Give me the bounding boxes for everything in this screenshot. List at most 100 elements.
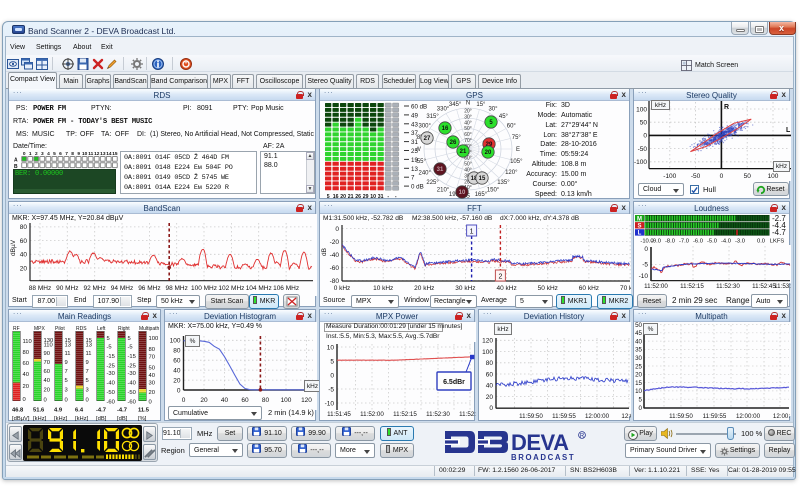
svg-text:20: 20 [20,265,28,272]
svg-text:80: 80 [23,350,29,356]
svg-text:20: 20 [340,194,346,200]
svg-text:5: 5 [489,120,493,126]
svg-text:dBµV: dBµV [10,239,17,256]
svg-text:5: 5 [327,194,330,200]
svg-text:10: 10 [635,388,642,395]
svg-text:40: 40 [173,367,181,374]
svg-text:20: 20 [485,150,492,156]
svg-text:B: B [14,164,18,169]
svg-text:-9.0: -9.0 [651,239,661,245]
svg-text:-50: -50 [128,390,136,396]
svg-text:15: 15 [635,380,642,387]
svg-text:Multipath: Multipath [139,326,160,332]
svg-text:315°: 315° [426,114,439,120]
svg-text:195°: 195° [449,192,462,198]
svg-text:150°: 150° [487,187,500,193]
svg-text:11:52:00: 11:52:00 [360,411,384,418]
svg-text:10: 10 [327,344,335,351]
svg-text:21: 21 [348,194,354,200]
svg-text:0 dB: 0 dB [411,184,424,191]
svg-text:-: - [387,194,389,200]
svg-text:9: 9 [65,360,68,366]
svg-text:40°: 40° [464,120,472,126]
svg-text:12:00:00: 12:00:00 [736,413,761,420]
svg-text:18: 18 [471,176,478,182]
svg-text:11:53:00: 11:53:00 [774,283,791,290]
svg-text:49: 49 [411,112,418,119]
svg-text:50: 50 [744,173,752,180]
svg-text:-4.7: -4.7 [117,408,127,414]
svg-text:-50: -50 [691,173,701,180]
svg-text:12:00:: 12:00: [773,413,790,420]
svg-text:-7.0: -7.0 [679,239,689,245]
svg-text:100: 100 [636,106,647,113]
svg-text:MPX: MPX [34,326,46,332]
svg-text:-100: -100 [634,159,647,166]
svg-text:40: 40 [44,378,50,384]
svg-text:-4.7: -4.7 [96,408,106,414]
svg-text:A: A [14,158,18,164]
svg-text:60 kHz: 60 kHz [579,285,599,292]
svg-text:40 kHz: 40 kHz [496,285,516,292]
svg-text:29: 29 [486,142,493,148]
svg-text:50: 50 [640,120,648,127]
svg-text:0 kHz: 0 kHz [334,285,351,292]
svg-text:240°: 240° [418,170,431,176]
svg-text:43: 43 [411,121,418,128]
svg-text:20: 20 [173,377,181,384]
svg-text:88 MHz: 88 MHz [29,285,51,292]
svg-text:60: 60 [44,369,50,375]
svg-text:0: 0 [644,246,648,253]
svg-text:40: 40 [23,372,29,378]
svg-text:50°: 50° [464,162,472,168]
svg-text:40: 40 [149,373,155,379]
svg-text:20: 20 [44,387,50,393]
svg-text:100: 100 [482,349,493,356]
svg-text:7: 7 [65,369,68,375]
svg-text:S: S [637,224,641,230]
svg-text:70: 70 [44,360,50,366]
svg-text:0: 0 [86,398,89,404]
svg-text:N: N [466,101,470,107]
svg-text:11:59:50: 11:59:50 [669,413,693,420]
svg-text:7: 7 [86,369,89,375]
svg-text:60°: 60° [507,124,517,130]
svg-text:25: 25 [635,363,642,370]
svg-text:10: 10 [82,151,88,157]
svg-text:-20: -20 [330,239,340,246]
svg-text:0: 0 [643,133,647,140]
svg-text:Left: Left [97,326,106,332]
svg-text:11:52:00: 11:52:00 [644,283,668,290]
svg-text:DEVA: DEVA [511,430,569,455]
svg-text:20: 20 [149,390,155,396]
svg-text:20 kHz: 20 kHz [414,285,434,292]
svg-text:LKFS: LKFS [770,239,785,245]
svg-text:50 kHz: 50 kHz [538,285,558,292]
svg-text:60: 60 [23,361,29,367]
svg-text:60 dB: 60 dB [411,104,427,111]
svg-text:2: 2 [498,274,502,281]
svg-text:104 MHz: 104 MHz [246,285,272,292]
svg-text:-5: -5 [642,262,648,269]
svg-text:70°: 70° [464,138,472,144]
svg-text:-80: -80 [330,278,340,285]
svg-text:30°: 30° [464,114,472,120]
svg-text:-25: -25 [107,364,115,370]
svg-text:300°: 300° [418,124,431,130]
svg-text:dB: dB [321,248,328,256]
svg-text:5: 5 [128,336,131,342]
svg-text:31: 31 [411,139,418,146]
svg-text:60: 60 [20,238,28,245]
svg-text:S: S [466,194,470,200]
svg-text:5: 5 [107,336,110,342]
svg-text:255°: 255° [416,159,426,165]
svg-text:11:59:50: 11:59:50 [519,413,543,420]
svg-text:11: 11 [86,351,92,357]
svg-text:11:52:45: 11:52:45 [752,283,776,290]
svg-text:[kHz]: [kHz] [33,416,47,422]
svg-text:210°: 210° [437,187,450,193]
svg-text:-10: -10 [325,400,335,407]
svg-text:26: 26 [450,140,457,146]
svg-text:0: 0 [639,405,643,412]
svg-text:-15: -15 [128,354,136,360]
